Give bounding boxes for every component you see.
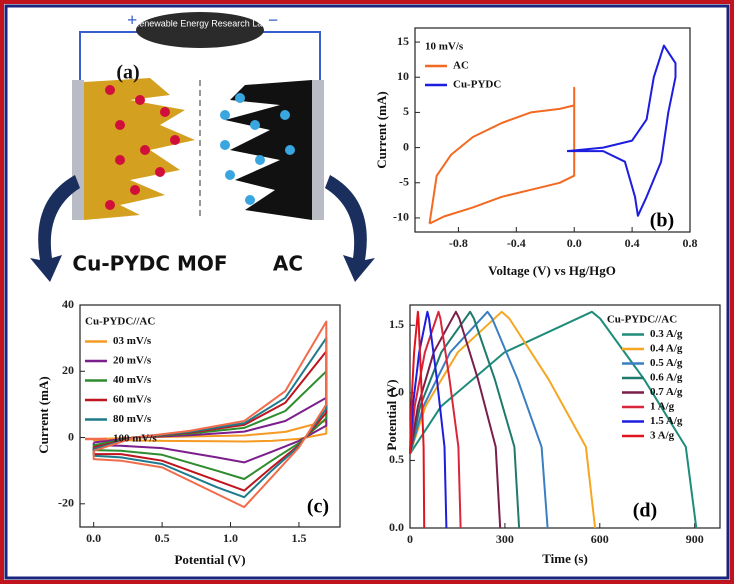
x-tick-label: 300 xyxy=(496,532,514,546)
y-tick-label: 15 xyxy=(397,34,409,48)
x-tick-label: -0.8 xyxy=(449,236,468,250)
y-tick-label: 10 xyxy=(397,69,409,83)
y-tick-label: 1.0 xyxy=(389,385,404,399)
x-tick-label: 0.5 xyxy=(155,531,170,545)
x-axis-label: Potential (V) xyxy=(174,552,245,567)
legend-label: 0.5 A/g xyxy=(650,357,683,369)
legend-label: Cu-PYDC xyxy=(453,79,501,91)
series-line xyxy=(92,320,328,509)
legend-label: AC xyxy=(453,60,469,72)
legend-label: 1 A/g xyxy=(650,401,675,413)
plot-frame xyxy=(409,304,721,529)
series-line xyxy=(409,310,426,529)
series-line xyxy=(428,86,576,225)
y-tick-label: 1.5 xyxy=(389,317,404,331)
series-line xyxy=(409,310,597,529)
arrow xyxy=(325,175,375,282)
series-line xyxy=(409,310,462,529)
x-tick-label: 600 xyxy=(591,532,609,546)
y-tick-label: 0 xyxy=(68,429,74,443)
legend-label: 0.6 A/g xyxy=(650,372,683,384)
legend-label: 1.5 A/g xyxy=(650,415,683,427)
series-line xyxy=(92,420,328,443)
legend-title: Cu-PYDC//AC xyxy=(85,316,155,328)
legend-title: Cu-PYDC//AC xyxy=(607,314,677,326)
x-tick-label: 0.0 xyxy=(86,531,101,545)
y-tick-label: -20 xyxy=(58,496,74,510)
x-tick-label: 1.0 xyxy=(223,531,238,545)
x-tick-label: 900 xyxy=(686,532,704,546)
y-tick-label: -10 xyxy=(393,210,409,224)
panel-label: (c) xyxy=(307,496,329,518)
ac-label: AC xyxy=(273,252,303,276)
arrow xyxy=(30,175,80,282)
lab-name: Renewable Energy Research Lab xyxy=(133,18,268,28)
series-line xyxy=(92,396,328,464)
panel-label: (b) xyxy=(650,210,674,232)
y-tick-label: -5 xyxy=(399,175,409,189)
series-line xyxy=(409,310,549,529)
series-line xyxy=(409,310,502,529)
plot-frame xyxy=(414,27,691,233)
series-line xyxy=(566,44,677,217)
x-axis-label: Time (s) xyxy=(542,551,588,566)
panel-a: Renewable Energy Research Lab + − (a) Cu… xyxy=(30,10,375,282)
legend-label: 60 mV/s xyxy=(113,394,152,406)
y-axis-label: Potential (V) xyxy=(384,379,399,450)
y-tick-label: 0 xyxy=(403,139,409,153)
legend-label: 80 mV/s xyxy=(113,413,152,425)
left-electrode xyxy=(72,80,84,220)
x-tick-label: 0.0 xyxy=(567,236,582,250)
plus-sign: + xyxy=(127,10,137,30)
y-tick-label: 0.5 xyxy=(389,452,404,466)
y-tick-label: 40 xyxy=(62,297,74,311)
ac-layer xyxy=(225,80,312,220)
inner-border xyxy=(4,4,730,580)
right-electrode xyxy=(312,80,324,220)
panel-label: (a) xyxy=(116,62,139,84)
plot-frame xyxy=(79,304,341,528)
x-tick-label: 0.4 xyxy=(625,236,640,250)
y-tick-label: 0.0 xyxy=(389,520,404,534)
legend-label: 0.3 A/g xyxy=(650,328,683,340)
y-axis-label: Current (mA) xyxy=(36,376,51,453)
panel-label: (d) xyxy=(633,500,657,522)
series-line xyxy=(409,310,448,529)
mof-label: Cu-PYDC MOF xyxy=(72,252,227,276)
ions xyxy=(105,85,180,210)
x-tick-label: 1.5 xyxy=(291,531,306,545)
minus-sign: − xyxy=(268,10,278,30)
y-tick-label: 20 xyxy=(62,363,74,377)
legend-label: 0.7 A/g xyxy=(650,386,683,398)
lab-badge xyxy=(136,12,264,48)
legend-label: 20 mV/s xyxy=(113,355,152,367)
legend-label: 03 mV/s xyxy=(113,335,152,347)
x-axis-label: Voltage (V) vs Hg/HgO xyxy=(488,263,616,278)
x-tick-label: 0.8 xyxy=(683,236,698,250)
legend-label: 40 mV/s xyxy=(113,374,152,386)
x-tick-label: -0.4 xyxy=(507,236,526,250)
legend-label: 3 A/g xyxy=(650,430,675,442)
y-tick-label: 5 xyxy=(403,104,409,118)
legend-title: 10 mV/s xyxy=(425,41,464,53)
series-line xyxy=(409,310,521,529)
ions xyxy=(220,93,295,205)
series-line xyxy=(92,370,328,480)
legend-label: 100 mV/s xyxy=(113,433,157,445)
x-tick-label: 0 xyxy=(407,532,413,546)
y-axis-label: Current (mA) xyxy=(374,91,389,168)
legend-label: 0.4 A/g xyxy=(650,343,683,355)
